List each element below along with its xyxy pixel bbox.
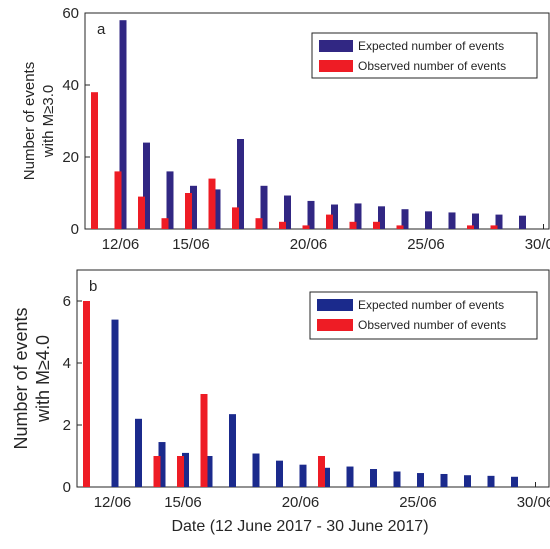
observed-bar	[396, 225, 404, 229]
y-axis-title: Number of events with M≥3.0	[21, 62, 57, 180]
observed-bar	[349, 221, 357, 229]
legend-label: Expected number of events	[358, 39, 504, 53]
panel-letter: a	[97, 21, 106, 38]
observed-bar	[138, 196, 145, 229]
expected-bar	[378, 206, 385, 229]
observed-bar	[279, 221, 286, 229]
panel-a: 0 20 40 60 12/06 15/06 20/06 25/06 30/06 Number o…	[21, 5, 550, 253]
expected-bar	[511, 476, 518, 487]
expected-bar	[495, 214, 503, 229]
observed-bar	[232, 207, 239, 229]
observed-bar	[200, 394, 208, 487]
expected-bar	[299, 464, 307, 487]
expected-bar	[323, 467, 330, 487]
expected-bar	[487, 475, 495, 487]
observed-bar	[91, 92, 98, 229]
panel-b: 0 2 4 6 12/06 15/06 20/06 25/06 30/06 Number of e…	[11, 269, 550, 511]
expected-bar	[440, 473, 448, 487]
expected-bar	[276, 460, 283, 487]
x-tick-label: 25/06	[399, 494, 437, 511]
observed-bar	[177, 456, 184, 487]
expected-bar	[205, 456, 213, 487]
x-tick-label: 12/06	[102, 236, 140, 253]
x-tick-label: 30/06	[517, 494, 550, 511]
legend-swatch	[319, 60, 353, 72]
plot-frame	[76, 269, 550, 488]
legend-label: Expected number of events	[358, 298, 504, 312]
x-tick-label: 20/06	[282, 494, 320, 511]
expected-bar	[119, 20, 127, 230]
expected-bar	[346, 466, 354, 487]
observed-bar	[467, 225, 474, 229]
expected-bar	[307, 200, 315, 229]
legend-label: Observed number of events	[358, 59, 506, 73]
y-axis-title-line: with M≥4.0	[33, 335, 53, 423]
observed-bar	[114, 171, 122, 229]
y-tick-label: 0	[71, 221, 79, 238]
x-tick-label: 15/06	[164, 494, 202, 511]
expected-bar	[143, 142, 150, 229]
x-tick-label: 12/06	[94, 494, 132, 511]
x-tick-label: 25/06	[407, 236, 445, 253]
observed-bar	[373, 221, 380, 229]
x-tick-label: 30/06	[525, 236, 550, 253]
expected-bar	[370, 469, 377, 487]
expected-bar	[425, 211, 432, 229]
y-tick-label: 2	[63, 417, 71, 434]
observed-bar	[302, 225, 310, 229]
observed-bar	[161, 218, 169, 229]
expected-bar	[401, 209, 409, 229]
expected-bar	[260, 185, 268, 229]
y-axis-title-line: with M≥3.0	[40, 85, 57, 158]
observed-bar	[153, 456, 161, 487]
observed-bar	[83, 301, 90, 487]
y-tick-label: 6	[63, 293, 71, 310]
observed-bar	[318, 456, 325, 487]
y-axis-title-line: Number of events	[21, 62, 38, 180]
expected-bar	[417, 473, 424, 487]
y-tick-label: 4	[63, 355, 71, 372]
expected-bar	[393, 471, 401, 487]
expected-bar	[135, 418, 142, 487]
legend-label: Observed number of events	[358, 318, 506, 332]
plot-frame	[84, 12, 550, 230]
y-tick-label: 60	[62, 5, 79, 22]
x-axis-title: Date (12 June 2017 - 30 June 2017)	[171, 518, 428, 535]
expected-bar	[464, 475, 471, 487]
legend: Expected number of events Observed number…	[309, 291, 538, 340]
observed-bar	[185, 193, 192, 229]
expected-bar	[182, 452, 189, 487]
expected-bar	[158, 442, 166, 487]
panel-letter: b	[89, 278, 97, 295]
observed-bar	[490, 225, 498, 229]
legend: Expected number of events Observed number…	[311, 32, 538, 79]
legend-swatch	[317, 299, 353, 311]
y-tick-label: 20	[62, 149, 79, 166]
expected-bar	[229, 414, 236, 487]
observed-bar	[255, 218, 263, 229]
expected-bar	[519, 215, 526, 229]
expected-bar	[331, 204, 338, 229]
expected-bar	[237, 139, 244, 229]
expected-bar	[448, 212, 456, 229]
y-tick-label: 40	[62, 77, 79, 94]
observed-bar	[208, 178, 216, 229]
expected-bar	[166, 171, 174, 229]
expected-bar	[111, 319, 119, 487]
expected-bar	[252, 453, 260, 487]
x-tick-label: 20/06	[290, 236, 328, 253]
y-tick-label: 0	[63, 479, 71, 496]
y-axis-title-line: Number of events	[11, 307, 31, 449]
legend-swatch	[317, 319, 353, 331]
x-tick-label: 15/06	[172, 236, 210, 253]
expected-bar	[190, 185, 197, 229]
y-axis-title: Number of events with M≥4.0	[11, 307, 53, 449]
expected-bar	[472, 213, 479, 229]
observed-bar	[326, 214, 333, 229]
legend-swatch	[319, 40, 353, 52]
expected-bar	[284, 195, 291, 229]
expected-bar	[213, 189, 221, 229]
expected-bar	[354, 203, 362, 229]
